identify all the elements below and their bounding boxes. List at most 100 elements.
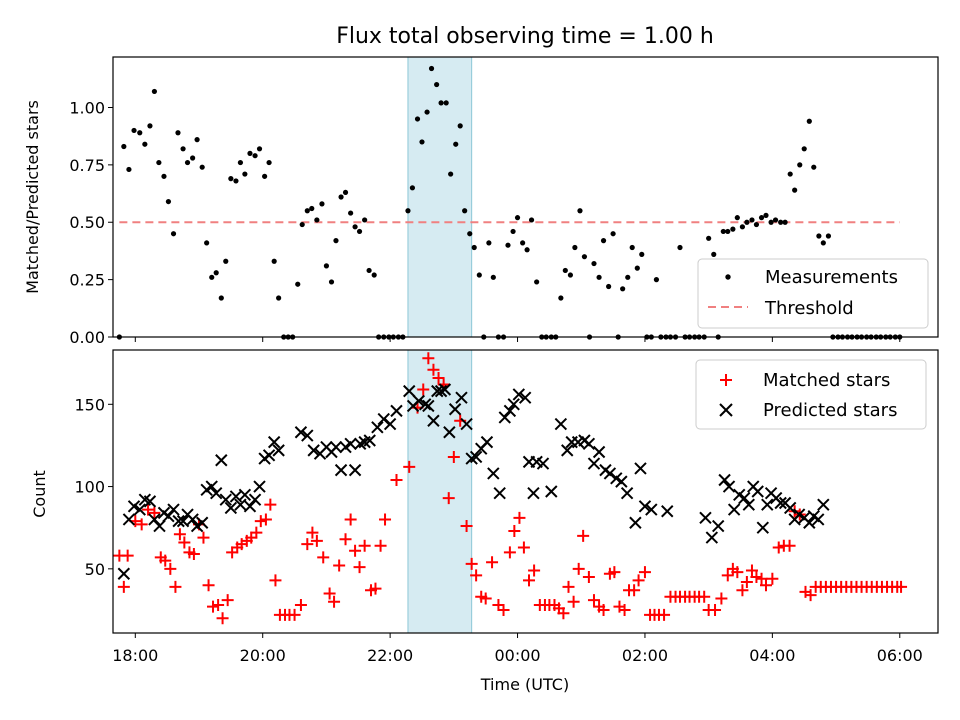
predicted-star-point [645, 503, 658, 516]
predicted-star-point [122, 513, 136, 526]
measurement-point [180, 146, 186, 152]
matched-star-point [557, 607, 570, 620]
bottom-y-ticks: 50 100 150 [74, 395, 113, 579]
predicted-star-point [133, 503, 146, 516]
measurement-point [734, 215, 740, 221]
measurement-point [725, 228, 731, 235]
measurement-point [581, 254, 588, 260]
matched-star-point [638, 566, 651, 579]
measurement-point [801, 146, 807, 152]
measurement-point [520, 240, 526, 246]
measurement-point [142, 141, 148, 147]
x-tick-label: 20:00 [240, 646, 286, 665]
matched-star-point [460, 520, 473, 533]
x-tick-label: 06:00 [877, 646, 923, 665]
top-panel: 0.00 0.25 0.50 0.75 1.00 Matched/Predicted s… [23, 56, 939, 347]
measurement-point [462, 208, 468, 214]
measurement-point [175, 130, 181, 136]
matched-star-point [254, 515, 267, 528]
matched-star-point [479, 592, 492, 605]
measurement-point [209, 274, 215, 280]
matched-star-point [148, 506, 161, 519]
measurement-point [567, 272, 574, 278]
predicted-star-point [503, 404, 517, 418]
top-y-axis-label: Matched/Predicted stars [23, 100, 42, 294]
matched-star-point [582, 571, 595, 584]
predicted-star-point [186, 513, 199, 526]
measurement-point [558, 295, 564, 301]
predicted-star-point [143, 495, 157, 508]
top-y-tick-label: 0.75 [69, 156, 105, 175]
measurement-point [816, 233, 822, 239]
measurement-point [356, 228, 363, 235]
measurement-point [276, 295, 282, 301]
predicted-star-point [561, 444, 574, 457]
bottom-x-ticks: 18:00 20:00 22:00 00:00 02:00 04:00 06:00 [112, 633, 923, 665]
matched-star-point [353, 561, 366, 574]
measurement-point [184, 159, 191, 166]
top-y-tick-label: 0.00 [69, 328, 105, 347]
measurement-point [443, 100, 449, 106]
x-tick-label: 00:00 [494, 646, 540, 665]
predicted-star-point [238, 488, 252, 501]
top-legend: Measurements Threshold [697, 258, 929, 329]
measurement-point [514, 215, 521, 221]
matched-star-point [422, 352, 435, 365]
measurement-point [434, 81, 440, 88]
predicted-star-point [267, 435, 281, 449]
predicted-star-point [418, 398, 432, 411]
matched-star-point [178, 536, 191, 549]
predicted-star-point [812, 513, 825, 526]
measurement-point [562, 267, 568, 274]
predicted-star-point [209, 486, 223, 500]
measurement-point [758, 215, 765, 221]
measurement-point [629, 244, 635, 251]
measurement-point [811, 164, 817, 170]
matched-star-point [497, 603, 510, 616]
measurement-point [323, 263, 330, 269]
measurement-point [490, 274, 496, 280]
predicted-star-point [507, 398, 520, 411]
predicted-star-point [403, 384, 416, 398]
predicted-star-point [493, 486, 506, 500]
top-y-tick-label: 0.50 [69, 213, 105, 232]
predicted-star-point [518, 391, 532, 404]
matched-star-point [121, 549, 134, 562]
predicted-star-point [469, 450, 483, 464]
x-tick-label: 18:00 [112, 646, 158, 665]
measurement-point [787, 171, 793, 177]
measurement-point [424, 109, 430, 115]
measurement-point [319, 201, 325, 207]
predicted-star-point [487, 467, 500, 480]
x-tick-label: 22:00 [367, 646, 413, 665]
matched-star-point [117, 580, 130, 593]
matched-star-point [503, 546, 516, 559]
measurement-point [720, 228, 726, 235]
measurement-point [711, 251, 717, 257]
predicted-star-point [443, 426, 456, 439]
predicted-star-point [438, 383, 452, 396]
matched-star-point [427, 363, 440, 376]
predicted-star-point [172, 514, 185, 528]
predicted-star-point [817, 498, 830, 511]
measurement-point [252, 153, 258, 159]
measurement-point [147, 123, 153, 129]
bottom-y-axis-label: Count [30, 470, 49, 518]
matched-star-point [572, 562, 585, 575]
predicted-star-point [592, 445, 606, 459]
measurement-point [467, 231, 473, 237]
matched-star-point [486, 556, 499, 569]
matched-star-point [755, 572, 768, 585]
top-y-tick-label: 1.00 [69, 98, 105, 117]
measurement-point [453, 141, 459, 147]
measurement-point [237, 159, 244, 166]
measurement-point [820, 240, 826, 246]
measurement-point [170, 231, 177, 237]
measurement-point [161, 173, 167, 179]
matched-star-point [339, 533, 352, 546]
measurement-point [753, 221, 760, 228]
matched-star-point [513, 511, 526, 524]
predicted-star-point [334, 463, 348, 477]
matched-star-point [442, 492, 455, 505]
predicted-star-point [412, 394, 425, 408]
